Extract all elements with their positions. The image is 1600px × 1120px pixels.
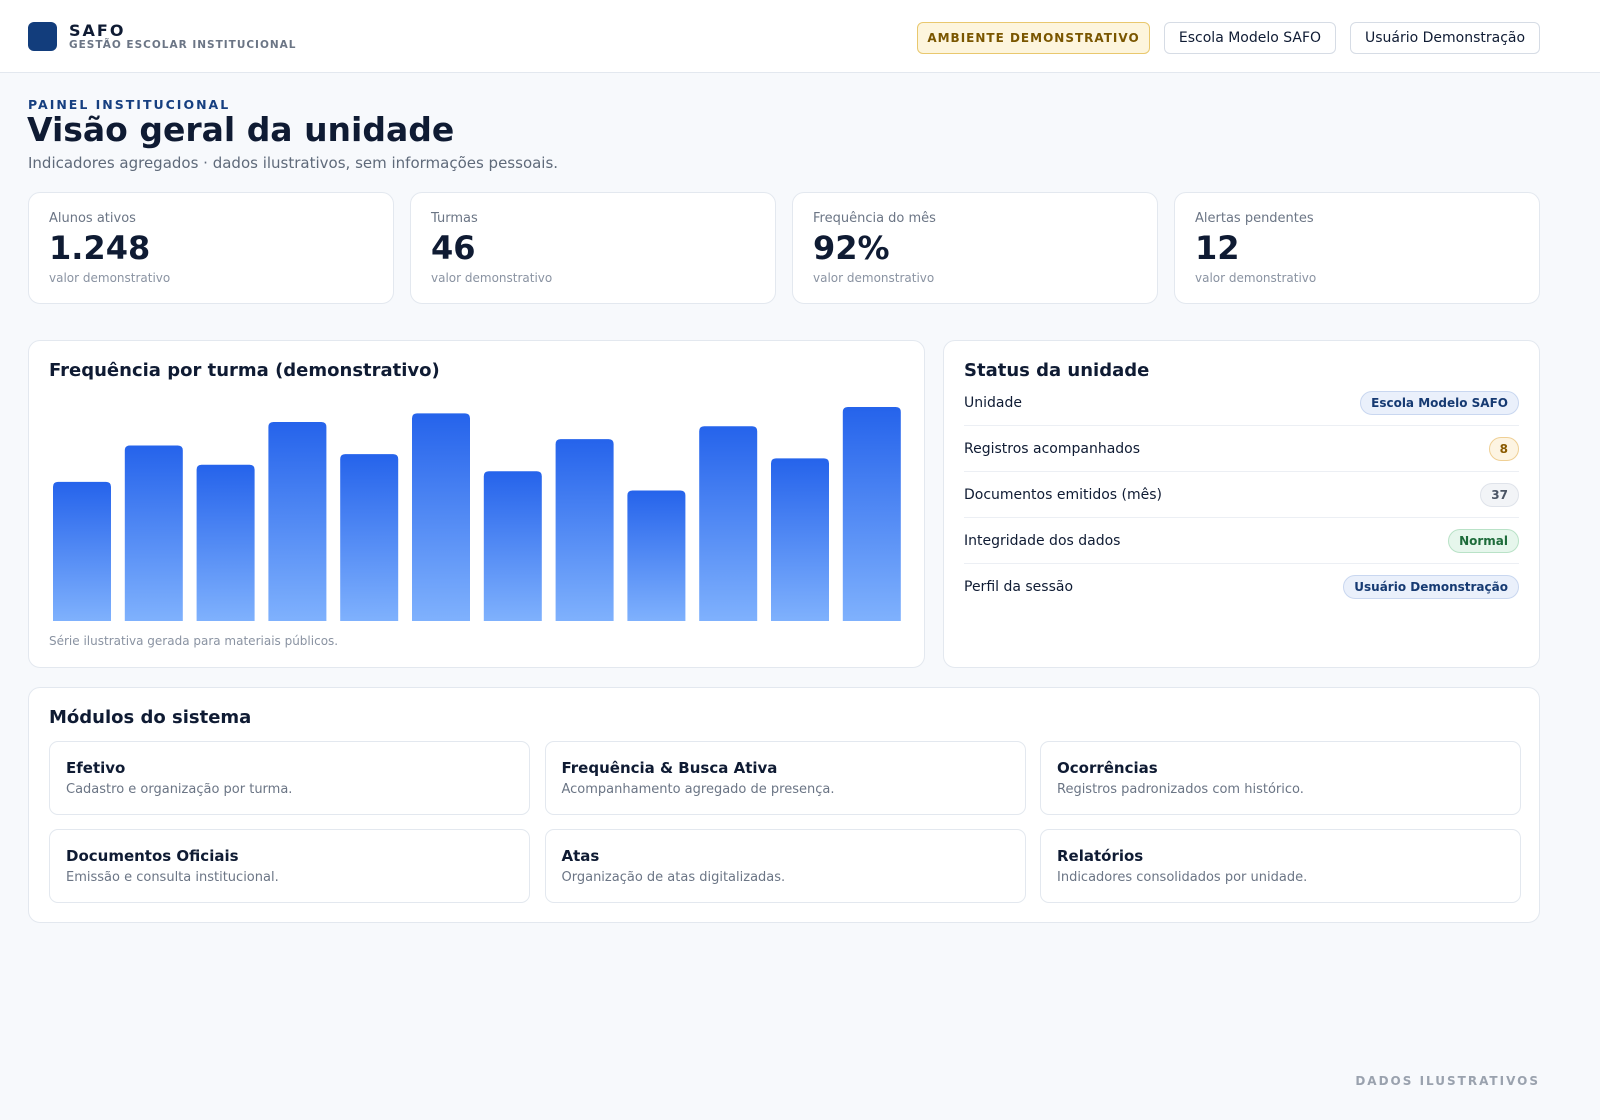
kpi-label: Alertas pendentes <box>1195 211 1314 226</box>
module-desc: Organização de atas digitalizadas. <box>561 870 786 885</box>
status-label: Unidade <box>964 394 1022 411</box>
kpi-note: valor demonstrativo <box>813 271 935 285</box>
module-title: Efetivo <box>66 759 126 777</box>
brand: SAFO <box>69 21 126 40</box>
bar <box>196 464 255 621</box>
kpi-label: Alunos ativos <box>49 211 136 226</box>
kpi-card: Alertas pendentes 12 valor demonstrativo <box>1174 192 1540 304</box>
chart-card: Frequência por turma (demonstrativo) Sér… <box>28 340 925 668</box>
bar <box>268 421 327 621</box>
bar <box>842 407 901 621</box>
bar <box>483 471 542 621</box>
module-title: Frequência & Busca Ativa <box>561 759 778 777</box>
user-button[interactable]: Usuário Demonstração <box>1350 22 1540 54</box>
status-row: Perfil da sessão Usuário Demonstração <box>964 564 1519 610</box>
kpi-label: Frequência do mês <box>813 211 936 226</box>
tagline: GESTÃO ESCOLAR INSTITUCIONAL <box>69 39 297 51</box>
chart-note: Série ilustrativa gerada para materiais … <box>49 634 339 648</box>
kpi-value: 1.248 <box>49 229 151 267</box>
kpi-label: Turmas <box>431 211 478 226</box>
module-desc: Emissão e consulta institucional. <box>66 870 279 885</box>
status-pill: Usuário Demonstração <box>1343 575 1519 599</box>
status-pill: 37 <box>1480 482 1519 507</box>
kpi-note: valor demonstrativo <box>431 271 553 285</box>
status-pill: 8 <box>1488 436 1519 461</box>
status-pill: Escola Modelo SAFO <box>1360 390 1519 415</box>
logo <box>28 22 57 51</box>
header: SAFO GESTÃO ESCOLAR INSTITUCIONAL AMBIEN… <box>0 0 1600 73</box>
status-pill: Normal <box>1448 528 1519 553</box>
modules-title: Módulos do sistema <box>49 707 252 728</box>
kpi-note: valor demonstrativo <box>1195 271 1317 285</box>
chart-title: Frequência por turma (demonstrativo) <box>49 360 440 381</box>
kpi-note: valor demonstrativo <box>49 271 171 285</box>
status-label: Documentos emitidos (mês) <box>964 486 1163 503</box>
eyebrow: PAINEL INSTITUCIONAL <box>28 97 231 112</box>
bar <box>53 481 111 621</box>
status-label: Registros acompanhados <box>964 440 1141 457</box>
module-title: Documentos Oficiais <box>66 847 239 865</box>
status-row: Registros acompanhados 8 <box>964 426 1519 472</box>
module-desc: Registros padronizados com histórico. <box>1057 782 1304 797</box>
kpi-card: Alunos ativos 1.248 valor demonstrativo <box>28 192 394 304</box>
bar <box>340 454 399 621</box>
status-card: Status da unidade Unidade Escola Modelo S… <box>943 340 1540 668</box>
footer: DADOS ILUSTRATIVOS <box>1355 1074 1540 1088</box>
bar <box>627 490 686 621</box>
module-desc: Cadastro e organização por turma. <box>66 782 293 797</box>
module-title: Atas <box>561 847 600 865</box>
kpi-card: Frequência do mês 92% valor demonstrativo <box>792 192 1158 304</box>
module-card[interactable]: Atas Organização de atas digitalizadas. <box>544 829 1026 903</box>
bar <box>124 445 183 621</box>
kpi-value: 12 <box>1195 229 1240 267</box>
modules-card: Módulos do sistema Efetivo Cadastro e org… <box>28 687 1540 923</box>
kpi-value: 92% <box>813 229 890 267</box>
module-card[interactable]: Documentos Oficiais Emissão e consulta in… <box>49 829 530 903</box>
status-row: Documentos emitidos (mês) 37 <box>964 472 1519 518</box>
module-card[interactable]: Ocorrências Registros padronizados com hi… <box>1040 741 1521 815</box>
module-title: Relatórios <box>1057 847 1144 865</box>
bar <box>699 426 758 621</box>
page-subtitle: Indicadores agregados · dados ilustrativ… <box>28 154 559 172</box>
kpi-value: 46 <box>431 229 476 267</box>
module-card[interactable]: Efetivo Cadastro e organização por turma. <box>49 741 530 815</box>
bar <box>412 413 470 621</box>
school-button[interactable]: Escola Modelo SAFO <box>1164 22 1336 54</box>
env-badge: AMBIENTE DEMONSTRATIVO <box>917 22 1150 54</box>
status-row: Integridade dos dados Normal <box>964 518 1519 564</box>
status-row: Unidade Escola Modelo SAFO <box>964 380 1519 426</box>
bar <box>771 458 829 621</box>
module-desc: Acompanhamento agregado de presença. <box>561 782 835 797</box>
status-label: Perfil da sessão <box>964 579 1074 595</box>
module-card[interactable]: Frequência & Busca Ativa Acompanhamento a… <box>544 741 1026 815</box>
bar <box>555 439 614 621</box>
module-title: Ocorrências <box>1057 759 1158 777</box>
chart <box>53 407 901 621</box>
status-title: Status da unidade <box>964 360 1150 381</box>
status-label: Integridade dos dados <box>964 532 1121 549</box>
kpi-card: Turmas 46 valor demonstrativo <box>410 192 776 304</box>
module-card[interactable]: Relatórios Indicadores consolidados por u… <box>1040 829 1521 903</box>
page-title: Visão geral da unidade <box>27 110 455 149</box>
module-desc: Indicadores consolidados por unidade. <box>1057 870 1308 885</box>
